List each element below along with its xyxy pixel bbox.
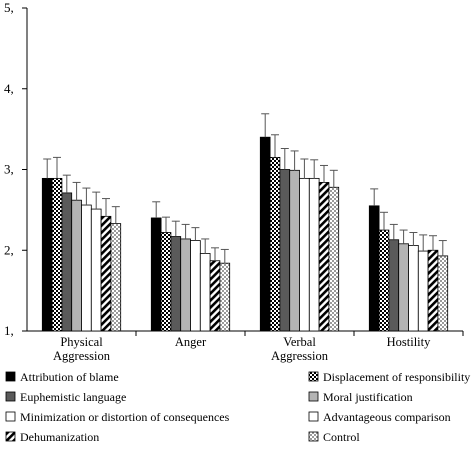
y-tick-label: 3, bbox=[4, 162, 14, 177]
bar bbox=[388, 239, 400, 332]
bar bbox=[41, 177, 53, 332]
legend-swatch bbox=[5, 411, 16, 422]
bar bbox=[378, 229, 390, 332]
x-tick-label: Anger bbox=[175, 335, 207, 349]
bar bbox=[51, 177, 63, 332]
bar bbox=[190, 240, 201, 332]
legend-label: Displacement of responsibility bbox=[323, 370, 470, 384]
bar bbox=[289, 169, 300, 332]
bar bbox=[81, 204, 92, 332]
legend-item: Displacement of responsibility bbox=[308, 370, 470, 384]
legend-swatch bbox=[308, 411, 319, 422]
legend-swatch bbox=[308, 391, 319, 402]
bar bbox=[110, 223, 122, 332]
bar bbox=[71, 199, 82, 332]
legend-item: Attribution of blame bbox=[5, 370, 119, 384]
legend-label: Dehumanization bbox=[20, 430, 99, 444]
legend-swatch bbox=[5, 371, 16, 382]
x-tick-label: Aggression bbox=[271, 349, 329, 363]
bar bbox=[328, 186, 340, 332]
bar bbox=[417, 250, 429, 332]
legend: Attribution of blame Displacement of resp… bbox=[5, 370, 470, 444]
bar bbox=[61, 192, 73, 332]
legend-item: Dehumanization bbox=[5, 430, 99, 444]
bar bbox=[100, 215, 112, 332]
legend-label: Moral justification bbox=[323, 390, 413, 404]
bar bbox=[90, 208, 102, 332]
legend-swatch bbox=[5, 431, 16, 442]
bar bbox=[199, 253, 211, 332]
bar bbox=[269, 156, 281, 332]
legend-item: Advantageous comparison bbox=[308, 410, 451, 424]
legend-item: Euphemistic language bbox=[5, 390, 126, 404]
y-tick-label: 4, bbox=[4, 81, 14, 96]
legend-label: Euphemistic language bbox=[20, 390, 126, 404]
legend-swatch bbox=[5, 391, 16, 402]
legend-label: Minimization or distortion of consequenc… bbox=[20, 410, 230, 424]
bar bbox=[160, 232, 172, 332]
legend-label: Attribution of blame bbox=[20, 370, 119, 384]
legend-item: Moral justification bbox=[308, 390, 413, 404]
legend-label: Advantageous comparison bbox=[323, 410, 451, 424]
bar bbox=[259, 136, 271, 332]
x-tick-label: Physical bbox=[60, 335, 103, 349]
bar bbox=[170, 236, 182, 332]
bar bbox=[219, 262, 231, 332]
bar bbox=[427, 249, 439, 332]
bar bbox=[368, 205, 380, 332]
legend-label: Control bbox=[323, 430, 360, 444]
bar bbox=[308, 177, 320, 332]
legend-item: Minimization or distortion of consequenc… bbox=[5, 410, 230, 424]
bar bbox=[150, 217, 162, 332]
legend-item: Control bbox=[308, 430, 360, 444]
x-tick-label: Verbal bbox=[283, 335, 316, 349]
legend-swatch bbox=[308, 431, 319, 442]
bar bbox=[318, 182, 330, 332]
bar bbox=[209, 260, 221, 332]
bar bbox=[398, 243, 409, 332]
bars bbox=[41, 113, 449, 332]
legend-swatch bbox=[308, 371, 319, 382]
x-tick-label: Aggression bbox=[53, 349, 111, 363]
bar bbox=[299, 177, 310, 332]
bar bbox=[180, 238, 191, 332]
bar bbox=[408, 245, 419, 332]
x-tick-label: Hostility bbox=[387, 335, 432, 349]
y-tick-label: 5, bbox=[4, 0, 14, 15]
y-tick-label: 2, bbox=[4, 242, 14, 257]
y-tick-label: 1, bbox=[4, 323, 14, 338]
bar bbox=[279, 169, 291, 332]
bar bbox=[437, 255, 449, 332]
